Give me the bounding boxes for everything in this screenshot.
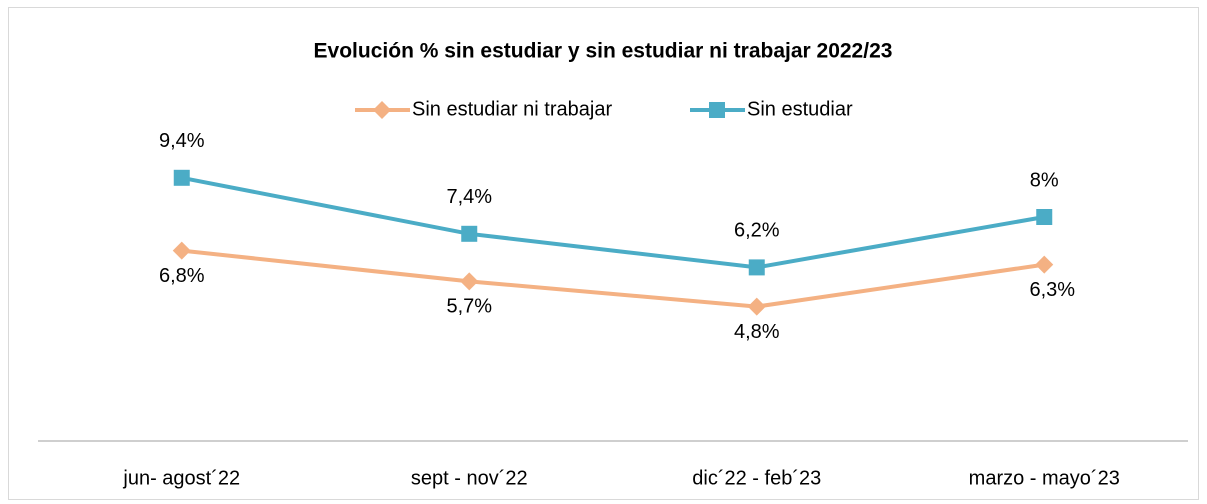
marker: [1035, 255, 1054, 274]
series-line: [181, 248, 1045, 309]
series-line: [181, 175, 1045, 270]
x-tick-label: jun- agost´22: [122, 467, 240, 489]
data-label: 6,8%: [159, 265, 205, 287]
marker: [373, 101, 391, 119]
x-tick-label: dic´22 - feb´23: [692, 467, 821, 489]
chart-title: Evolución % sin estudiar y sin estudiar …: [314, 40, 893, 63]
legend-label: Sin estudiar: [747, 98, 853, 120]
marker: [709, 102, 725, 118]
marker: [173, 169, 190, 186]
x-tick-label: sept - nov´22: [411, 467, 528, 489]
data-label: 6,3%: [1029, 279, 1075, 301]
marker: [748, 259, 765, 276]
marker: [172, 241, 191, 260]
x-tick-label: marzo - mayo´23: [969, 467, 1120, 489]
marker: [1036, 209, 1053, 225]
data-label: 5,7%: [446, 296, 492, 318]
data-label: 8%: [1030, 169, 1059, 191]
legend-label: Sin estudiar ni trabajar: [412, 98, 612, 120]
data-label: 7,4%: [446, 186, 492, 208]
data-label: 6,2%: [734, 220, 780, 242]
data-label: 4,8%: [734, 321, 780, 343]
marker: [460, 272, 479, 291]
data-label: 9,4%: [159, 130, 205, 152]
marker: [461, 225, 478, 242]
marker: [747, 297, 766, 316]
